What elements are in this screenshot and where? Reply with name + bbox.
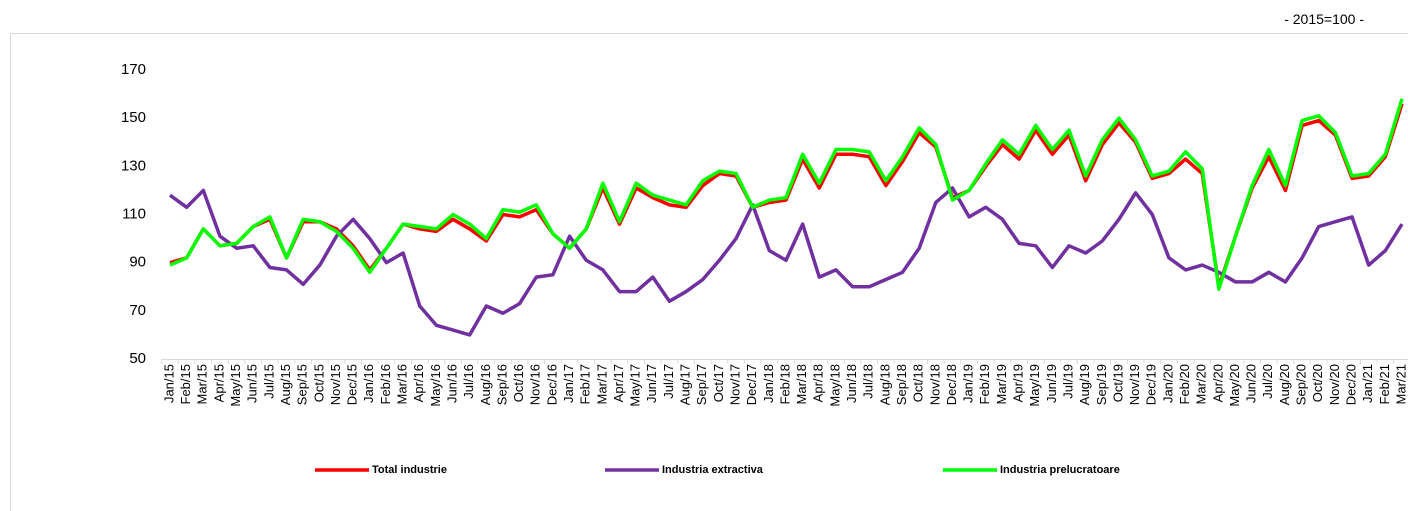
x-tick-label: Aug/20 bbox=[1277, 364, 1292, 405]
y-tick-label: 90 bbox=[129, 254, 146, 271]
x-tick-label: Dec/20 bbox=[1343, 364, 1358, 405]
x-tick-label: Mar/16 bbox=[395, 364, 410, 404]
x-tick-label: Feb/20 bbox=[1177, 364, 1192, 404]
x-tick-label: Dec/18 bbox=[944, 364, 959, 405]
x-tick-label: Jul/15 bbox=[261, 364, 276, 399]
x-tick-label: Apr/15 bbox=[211, 364, 226, 402]
x-tick-label: Aug/19 bbox=[1077, 364, 1092, 405]
x-tick-label: Nov/15 bbox=[328, 364, 343, 405]
x-tick-label: Feb/17 bbox=[578, 364, 593, 404]
x-tick-label: Nov/17 bbox=[727, 364, 742, 405]
x-tick-label: Oct/17 bbox=[711, 364, 726, 402]
x-tick-label: Sep/19 bbox=[1094, 364, 1109, 405]
x-tick-label: Oct/20 bbox=[1310, 364, 1325, 402]
x-tick-label: Aug/18 bbox=[877, 364, 892, 405]
x-tick-label: May/19 bbox=[1027, 364, 1042, 407]
x-tick-label: Sep/18 bbox=[894, 364, 909, 405]
x-tick-label: Aug/17 bbox=[678, 364, 693, 405]
x-tick-label: Sep/16 bbox=[494, 364, 509, 405]
annotation: - 2015=100 - bbox=[1284, 11, 1364, 27]
x-tick-label: Oct/18 bbox=[911, 364, 926, 402]
x-tick-label: Nov/18 bbox=[927, 364, 942, 405]
x-tick-label: Nov/19 bbox=[1127, 364, 1142, 405]
x-tick-label: Jul/18 bbox=[861, 364, 876, 399]
x-tick-label: Nov/16 bbox=[528, 364, 543, 405]
x-tick-label: Oct/15 bbox=[311, 364, 326, 402]
x-tick-label: May/20 bbox=[1227, 364, 1242, 407]
y-tick-label: 170 bbox=[121, 61, 146, 78]
x-tick-label: Oct/16 bbox=[511, 364, 526, 402]
x-tick-label: Jul/19 bbox=[1060, 364, 1075, 399]
x-tick-label: Mar/15 bbox=[195, 364, 210, 404]
x-tick-label: Jan/21 bbox=[1360, 364, 1375, 403]
x-tick-label: Apr/18 bbox=[811, 364, 826, 402]
x-tick-label: Jul/17 bbox=[661, 364, 676, 399]
series-line bbox=[169, 98, 1404, 291]
legend-label: Industria extractiva bbox=[662, 464, 764, 476]
x-tick-label: Jan/18 bbox=[761, 364, 776, 403]
x-tick-label: Jan/19 bbox=[961, 364, 976, 403]
x-tick-label: Aug/16 bbox=[478, 364, 493, 405]
x-tick-label: Dec/17 bbox=[744, 364, 759, 405]
x-tick-label: May/16 bbox=[428, 364, 443, 407]
x-tick-label: Jan/15 bbox=[161, 364, 176, 403]
x-tick-label: Jun/15 bbox=[245, 364, 260, 403]
x-tick-label: Feb/15 bbox=[178, 364, 193, 404]
x-tick-label: Apr/17 bbox=[611, 364, 626, 402]
x-tick-label: Feb/16 bbox=[378, 364, 393, 404]
x-tick-label: Mar/17 bbox=[594, 364, 609, 404]
x-tick-label: Jan/20 bbox=[1160, 364, 1175, 403]
y-tick-label: 130 bbox=[121, 157, 146, 174]
x-tick-label: Sep/20 bbox=[1294, 364, 1309, 405]
x-tick-label: Oct/19 bbox=[1110, 364, 1125, 402]
x-tick-label: Apr/20 bbox=[1210, 364, 1225, 402]
x-tick-label: Sep/17 bbox=[694, 364, 709, 405]
x-tick-label: Feb/18 bbox=[777, 364, 792, 404]
x-tick-label: May/15 bbox=[228, 364, 243, 407]
x-tick-label: May/17 bbox=[628, 364, 643, 407]
x-tick-label: Jun/17 bbox=[644, 364, 659, 403]
x-tick-label: Dec/15 bbox=[345, 364, 360, 405]
x-tick-label: Jun/20 bbox=[1244, 364, 1259, 403]
y-tick-label: 70 bbox=[129, 302, 146, 319]
x-tick-label: Mar/21 bbox=[1393, 364, 1408, 404]
x-tick-label: Jun/18 bbox=[844, 364, 859, 403]
x-tick-label: Mar/20 bbox=[1194, 364, 1209, 404]
x-tick-label: Dec/19 bbox=[1144, 364, 1159, 405]
x-tick-label: Mar/19 bbox=[994, 364, 1009, 404]
x-tick-label: May/18 bbox=[827, 364, 842, 407]
legend-label: Industria prelucratoare bbox=[1000, 464, 1120, 476]
x-tick-label: Jul/20 bbox=[1260, 364, 1275, 399]
x-tick-label: Aug/15 bbox=[278, 364, 293, 405]
x-tick-label: Jun/19 bbox=[1044, 364, 1059, 403]
x-tick-label: Feb/19 bbox=[977, 364, 992, 404]
x-tick-label: Jan/17 bbox=[561, 364, 576, 403]
x-tick-label: Jun/16 bbox=[444, 364, 459, 403]
x-tick-label: Nov/20 bbox=[1327, 364, 1342, 405]
y-tick-label: 110 bbox=[122, 205, 146, 222]
x-tick-label: Jan/16 bbox=[361, 364, 376, 403]
series-line bbox=[168, 186, 1404, 337]
legend-label: Total industrie bbox=[372, 464, 447, 476]
x-tick-label: Sep/15 bbox=[295, 364, 310, 405]
x-tick-label: Apr/19 bbox=[1011, 364, 1026, 402]
x-tick-label: Apr/16 bbox=[411, 364, 426, 402]
x-tick-label: Dec/16 bbox=[544, 364, 559, 405]
x-tick-label: Mar/18 bbox=[794, 364, 809, 404]
x-tick-label: Jul/16 bbox=[461, 364, 476, 399]
y-tick-label: 150 bbox=[121, 109, 146, 126]
x-tick-label: Feb/21 bbox=[1377, 364, 1392, 404]
y-tick-label: 50 bbox=[129, 350, 146, 367]
